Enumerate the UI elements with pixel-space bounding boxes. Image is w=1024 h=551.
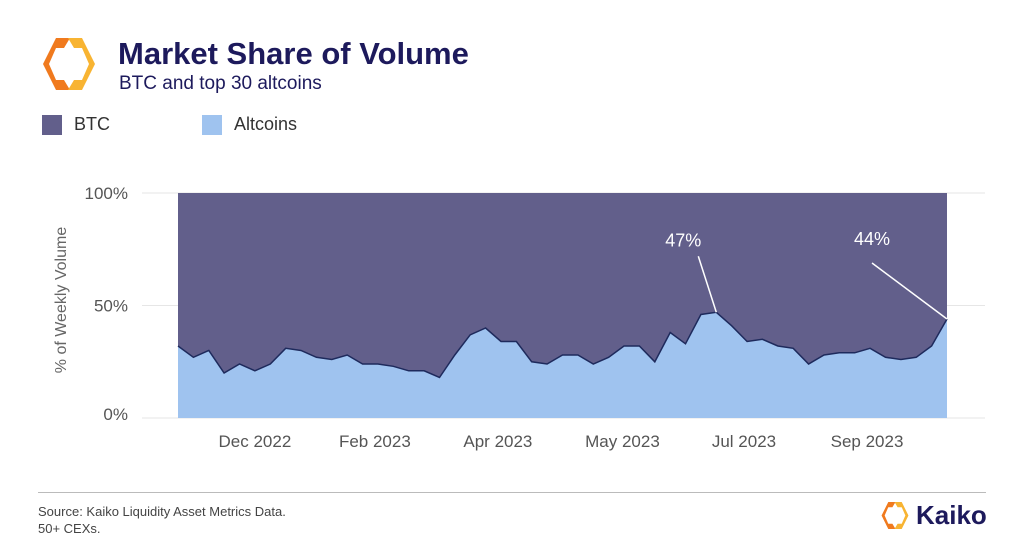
kaiko-logo-icon	[881, 502, 909, 529]
y-axis-label: % of Weekly Volume	[53, 227, 70, 374]
source-note: Source: Kaiko Liquidity Asset Metrics Da…	[38, 503, 286, 537]
y-tick-label: 0%	[103, 405, 128, 424]
source-line-1: Source: Kaiko Liquidity Asset Metrics Da…	[38, 504, 286, 519]
legend-item-altcoins: Altcoins	[202, 114, 297, 135]
legend-label-btc: BTC	[74, 114, 110, 134]
x-tick-label: Apr 2023	[463, 432, 532, 451]
source-line-2: 50+ CEXs.	[38, 521, 101, 536]
x-tick-label: Sep 2023	[831, 432, 904, 451]
x-tick-label: Feb 2023	[339, 432, 411, 451]
legend-swatch-btc	[42, 114, 62, 135]
annotation-leader-line	[697, 256, 718, 313]
annotation-leader-line	[871, 262, 948, 320]
legend-swatch-altcoins	[202, 114, 222, 135]
x-tick-label: Jul 2023	[712, 432, 776, 451]
kaiko-wordmark: Kaiko	[916, 500, 987, 530]
legend-item-btc: BTC	[42, 114, 110, 135]
annotation-label: 44%	[854, 229, 890, 249]
chart-subtitle: BTC and top 30 altcoins	[119, 73, 322, 94]
annotation-label: 47%	[665, 230, 701, 250]
legend-label-altcoins: Altcoins	[234, 114, 298, 134]
x-tick-label: Dec 2022	[219, 432, 292, 451]
footer-divider	[38, 492, 986, 493]
brand-logo-icon	[43, 38, 95, 90]
chart-title: Market Share of Volume	[118, 36, 469, 71]
y-tick-label: 100%	[85, 184, 128, 203]
y-tick-label: 50%	[94, 297, 128, 316]
kaiko-brand: Kaiko	[880, 500, 987, 531]
altcoins-boundary-line	[177, 311, 948, 379]
x-tick-label: May 2023	[585, 432, 660, 451]
altcoins-area	[178, 312, 947, 418]
